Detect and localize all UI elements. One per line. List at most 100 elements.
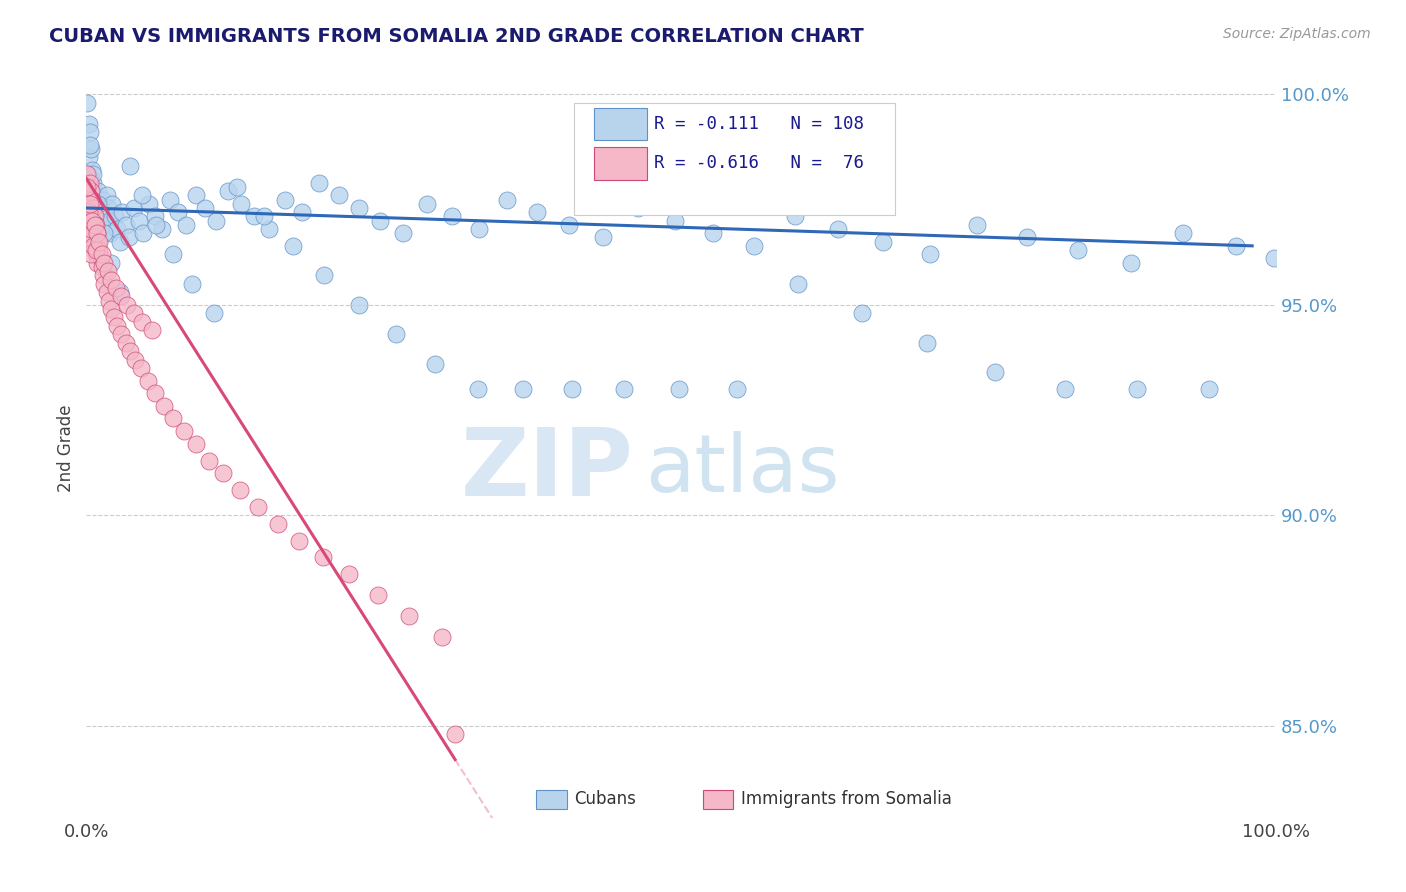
Text: R = -0.616   N =  76: R = -0.616 N = 76 (654, 154, 863, 172)
Point (79, 235, 101, 249)
Point (93, 256, 115, 270)
Point (467, 382, 489, 396)
Point (84, 247, 107, 261)
Point (198, 453, 221, 467)
Point (97, 293, 120, 308)
Point (143, 386, 166, 401)
Point (93, 205, 115, 219)
Point (1067, 243, 1090, 257)
Point (243, 210, 266, 224)
Point (561, 382, 583, 396)
Point (100, 256, 122, 270)
Point (314, 268, 336, 283)
Point (131, 188, 153, 202)
Point (1054, 382, 1077, 396)
Point (288, 533, 311, 548)
Point (1198, 382, 1220, 396)
Point (181, 277, 204, 291)
Point (104, 210, 127, 224)
Point (526, 205, 548, 219)
Point (82, 230, 104, 244)
Text: Cubans: Cubans (574, 790, 636, 808)
Point (80, 142, 103, 156)
Point (82, 210, 104, 224)
Text: R = -0.111   N = 108: R = -0.111 N = 108 (654, 115, 863, 133)
Point (76, 218, 98, 232)
Point (79, 125, 101, 139)
Text: Source: ZipAtlas.com: Source: ZipAtlas.com (1223, 27, 1371, 41)
Point (77, 205, 100, 219)
Point (120, 344, 142, 359)
Point (82, 176, 104, 190)
Point (124, 352, 146, 367)
Point (84, 218, 107, 232)
Point (82, 201, 104, 215)
FancyBboxPatch shape (595, 147, 647, 179)
Point (167, 205, 190, 219)
Point (398, 609, 420, 624)
Point (184, 188, 207, 202)
Point (159, 193, 181, 207)
Point (80, 222, 103, 236)
Point (391, 226, 413, 240)
Point (98, 226, 121, 240)
Point (212, 467, 235, 481)
Point (267, 516, 290, 531)
Point (76, 95, 98, 110)
Point (337, 567, 360, 582)
Point (90, 210, 112, 224)
Point (79, 176, 101, 190)
Point (194, 201, 217, 215)
Point (87, 235, 110, 249)
Point (226, 180, 249, 194)
FancyBboxPatch shape (574, 103, 896, 215)
Y-axis label: 2nd Grade: 2nd Grade (58, 404, 75, 491)
Point (430, 631, 453, 645)
Point (152, 222, 174, 236)
Point (105, 222, 128, 236)
Point (86, 226, 108, 240)
Point (415, 196, 437, 211)
Point (76, 188, 98, 202)
Point (851, 306, 873, 320)
Point (120, 159, 142, 173)
Text: Immigrants from Somalia: Immigrants from Somalia (741, 790, 952, 808)
Point (174, 218, 197, 232)
Point (100, 301, 122, 316)
Point (86, 226, 108, 240)
Point (613, 382, 636, 396)
Point (108, 285, 131, 300)
Point (97, 213, 120, 227)
Point (83, 210, 105, 224)
Point (89, 243, 111, 257)
Point (77, 226, 100, 240)
Point (328, 188, 350, 202)
Point (82, 222, 104, 236)
Point (131, 315, 153, 329)
Point (128, 213, 150, 227)
Point (592, 230, 614, 244)
Point (79, 137, 101, 152)
Point (80, 184, 103, 198)
Point (76, 167, 98, 181)
Point (1017, 230, 1039, 244)
FancyBboxPatch shape (536, 789, 567, 809)
Point (423, 357, 446, 371)
Point (283, 239, 305, 253)
Point (184, 436, 207, 450)
Point (786, 277, 808, 291)
Point (205, 213, 228, 227)
Point (82, 239, 104, 253)
Point (90, 247, 112, 261)
Point (1119, 256, 1142, 270)
Point (86, 256, 108, 270)
Point (80, 213, 103, 227)
FancyBboxPatch shape (703, 789, 734, 809)
Point (496, 193, 519, 207)
Point (347, 298, 370, 312)
Point (79, 196, 101, 211)
Point (145, 218, 167, 232)
Point (347, 201, 370, 215)
Point (138, 196, 160, 211)
Point (82, 213, 104, 227)
